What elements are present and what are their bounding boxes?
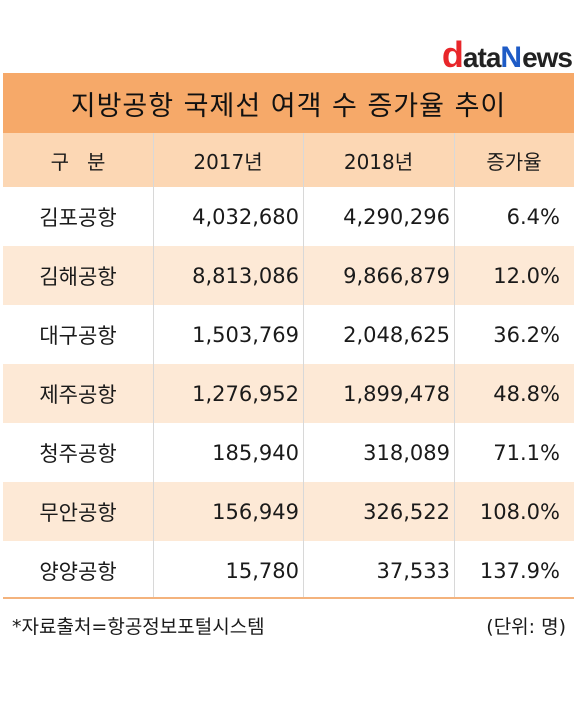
table-title: 지방공항 국제선 여객 수 증가율 추이 [3,73,574,133]
source-note: *자료출처=항공정보포털시스템 [12,616,265,638]
growth-rate: 36.2% [493,322,560,347]
table-header-row: 구분 2017년 2018년 증가율 [3,133,574,187]
passengers-2017: 185,940 [212,440,299,465]
passengers-2017: 156,949 [212,499,299,524]
passengers-2018: 4,290,296 [343,204,450,229]
airport-name: 무안공항 [39,500,117,525]
passengers-2017: 1,276,952 [192,381,299,406]
passengers-2017: 8,813,086 [192,263,299,288]
table-row: 제주공항 1,276,952 1,899,478 48.8% [3,364,574,423]
table-row: 김해공항 8,813,086 9,866,879 12.0% [3,246,574,305]
table-row: 무안공항 156,949 326,522 108.0% [3,482,574,541]
header-2018: 2018년 [343,149,414,174]
growth-rate: 108.0% [479,499,560,524]
passengers-2018: 1,899,478 [343,381,450,406]
airport-name: 김해공항 [39,264,117,289]
logo-d: d [441,34,464,75]
growth-rate: 12.0% [493,263,560,288]
table-row: 대구공항 1,503,769 2,048,625 36.2% [3,305,574,364]
column-divider [303,133,304,598]
column-divider [454,133,455,598]
header-2017: 2017년 [193,149,263,174]
passengers-2018: 37,533 [376,558,450,583]
airport-name: 제주공항 [39,382,117,407]
growth-rate: 6.4% [506,204,560,229]
passengers-2017: 1,503,769 [192,322,299,347]
growth-rate: 48.8% [493,381,560,406]
table-bottom-border [3,597,574,599]
table-row: 청주공항 185,940 318,089 71.1% [3,423,574,482]
logo-ata: ata [462,42,501,73]
column-divider [153,133,154,598]
airport-name: 대구공항 [39,323,117,348]
logo-ews: ews [522,42,573,73]
passengers-2018: 318,089 [363,440,450,465]
table-row: 김포공항 4,032,680 4,290,296 6.4% [3,187,574,246]
passengers-2018: 2,048,625 [343,322,450,347]
passengers-2018: 326,522 [363,499,450,524]
passengers-2017: 4,032,680 [192,204,299,229]
unit-note: (단위: 명) [486,616,566,638]
growth-rate: 137.9% [479,558,560,583]
datanews-logo: dataNews [442,34,573,75]
airport-name: 청주공항 [39,441,117,466]
table-body: 김포공항 4,032,680 4,290,296 6.4% 김해공항 8,813… [3,187,574,600]
header-category: 구분 [50,149,124,174]
header-rate: 증가율 [486,149,542,174]
airport-name: 김포공항 [39,205,117,230]
growth-rate: 71.1% [493,440,560,465]
passengers-2017: 15,780 [225,558,299,583]
logo-n: N [500,41,523,74]
passengers-2018: 9,866,879 [343,263,450,288]
airport-name: 양양공항 [39,559,117,584]
table-row: 양양공항 15,780 37,533 137.9% [3,541,574,600]
